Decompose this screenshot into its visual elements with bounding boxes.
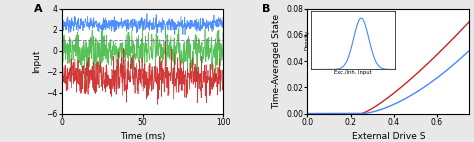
Y-axis label: Input: Input (32, 49, 41, 73)
Text: A: A (34, 4, 43, 14)
Y-axis label: Time-Averaged State: Time-Averaged State (272, 13, 281, 109)
Text: B: B (262, 4, 271, 14)
X-axis label: External Drive S: External Drive S (352, 132, 425, 141)
X-axis label: Time (ms): Time (ms) (120, 132, 165, 141)
